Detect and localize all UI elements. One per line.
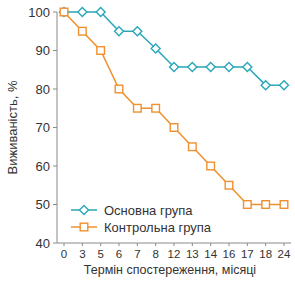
legend-label: Контрольна група (104, 220, 212, 235)
data-point (60, 8, 69, 17)
data-point (206, 63, 215, 72)
x-tick-label: 24 (278, 248, 291, 260)
x-tick (229, 243, 230, 246)
x-axis-title: Термін спостереження, місяці (84, 263, 256, 277)
data-point (115, 27, 124, 36)
y-axis-title: Виживаність, % (5, 80, 20, 174)
data-point (133, 27, 142, 36)
y-tick (53, 127, 57, 128)
data-point (170, 63, 179, 72)
data-point (151, 44, 160, 53)
x-tick (137, 243, 138, 246)
x-tick (247, 243, 248, 246)
y-tick-label: 70 (36, 120, 50, 135)
x-tick-label: 7 (134, 248, 140, 260)
x-tick (100, 243, 101, 246)
y-tick (53, 243, 57, 244)
data-point (280, 201, 288, 209)
data-point (79, 27, 87, 35)
chart: 40 50 60 70 80 90 100 035 678 12 13 14 16 17 18 24 Термі… (0, 0, 295, 295)
data-point (96, 8, 105, 17)
data-point (115, 85, 123, 93)
data-point (244, 201, 252, 209)
y-tick (53, 204, 57, 205)
x-tick-label: 3 (79, 248, 85, 260)
data-point (188, 63, 197, 72)
y-tick-label: 60 (36, 159, 50, 174)
x-tick (265, 243, 266, 246)
data-point (170, 124, 178, 132)
y-tick-label: 40 (36, 236, 50, 251)
series-line (64, 12, 284, 85)
x-tick-label: 13 (186, 248, 199, 260)
x-tick-label: 0 (61, 248, 67, 260)
y-tick-label: 90 (36, 43, 50, 58)
data-point (78, 8, 87, 17)
x-tick-label: 17 (241, 248, 254, 260)
data-point (225, 63, 234, 72)
y-tick-label: 100 (28, 5, 50, 20)
data-point (261, 81, 270, 90)
x-tick (119, 243, 120, 246)
data-point (225, 181, 233, 189)
data-point (262, 201, 270, 209)
x-tick (82, 243, 83, 246)
x-tick-label: 8 (152, 248, 158, 260)
y-tick-label: 80 (36, 82, 50, 97)
x-tick-label: 16 (223, 248, 236, 260)
data-point (243, 63, 252, 72)
data-point (189, 143, 197, 151)
x-tick-label: 5 (97, 248, 103, 260)
y-tick (53, 166, 57, 167)
data-point (60, 8, 68, 16)
y-tick (53, 50, 57, 51)
x-tick (64, 243, 65, 246)
legend-marker (80, 223, 88, 231)
x-tick-label: 14 (204, 248, 217, 260)
x-tick (174, 243, 175, 246)
data-point (280, 81, 289, 90)
legend-label: Основна група (104, 203, 193, 218)
data-point (97, 47, 105, 55)
data-point (134, 104, 142, 112)
series-line (64, 12, 284, 205)
y-tick-label: 50 (36, 197, 50, 212)
x-tick (210, 243, 211, 246)
data-point (207, 162, 215, 170)
x-tick (155, 243, 156, 246)
data-point (152, 104, 160, 112)
plot-area (60, 8, 289, 209)
x-tick-label: 18 (259, 248, 272, 260)
y-tick (53, 89, 57, 90)
x-tick (192, 243, 193, 246)
y-tick (53, 12, 57, 13)
x-tick (284, 243, 285, 246)
legend-marker (80, 206, 89, 215)
x-tick-label: 12 (168, 248, 181, 260)
x-tick-label: 6 (116, 248, 122, 260)
